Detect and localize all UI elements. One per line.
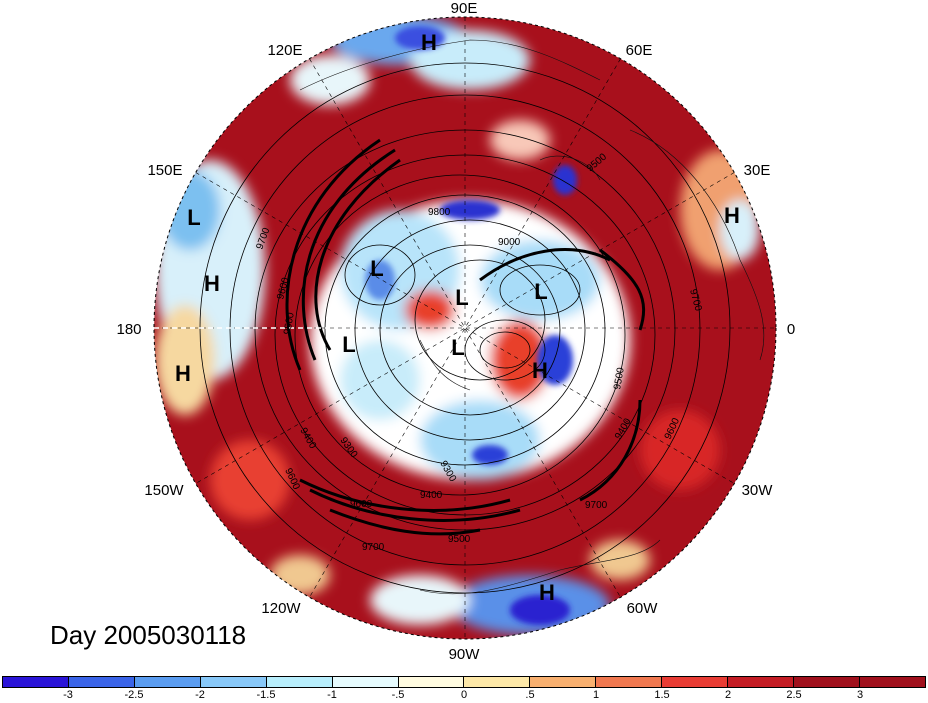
jet-contours [285, 138, 646, 536]
contour-label: 9700 [362, 542, 385, 553]
contour-label: 9800 [428, 207, 451, 218]
colorbar [2, 676, 926, 688]
contour-label: 9700 [585, 500, 608, 511]
low-center-marker: L [451, 335, 464, 360]
colorbar-tick-label: 1 [592, 689, 600, 701]
low-center-marker: L [534, 279, 547, 304]
contour-label: 9400 [420, 490, 443, 501]
high-center-marker: H [204, 271, 220, 296]
colorbar-segment [266, 677, 333, 687]
contour-label: 9500 [282, 311, 297, 335]
anomaly-field [154, 17, 776, 639]
colorbar-segment [859, 677, 925, 687]
colorbar-tick-label: 0 [460, 689, 468, 701]
high-center-marker: H [421, 30, 437, 55]
colorbar-tick-labels: -3 -2.5 -2 -1.5 -1 -.5 0 .5 1 1.5 2 2.5 3 [0, 689, 928, 703]
colorbar-segment [530, 677, 597, 687]
high-center-marker: H [532, 358, 548, 383]
colorbar-segment [68, 677, 135, 687]
low-center-marker: L [342, 332, 355, 357]
colorbar-tick-label: -2 [195, 689, 205, 701]
colorbar-segment [200, 677, 267, 687]
lon-label-150e: 150E [147, 162, 182, 179]
colorbar-tick-label: -1 [327, 689, 337, 701]
low-center-marker: L [187, 205, 200, 230]
lon-label-90w: 90W [449, 646, 481, 663]
globe-border [153, 16, 777, 640]
lon-label-0: 0 [787, 321, 795, 338]
colorbar-tick-label: 2 [724, 689, 732, 701]
contour-label: 9600 [350, 499, 373, 510]
colorbar-segment [332, 677, 399, 687]
lon-label-60w: 60W [627, 600, 659, 617]
high-center-marker: H [724, 203, 740, 228]
colorbar-tick-label: .5 [525, 689, 535, 701]
low-center-marker: L [455, 285, 468, 310]
colorbar-segment [596, 677, 663, 687]
contour-label: 9500 [448, 534, 471, 545]
colorbar-tick-label: 3 [856, 689, 864, 701]
colorbar-segment [662, 677, 729, 687]
lon-label-30e: 30E [744, 162, 771, 179]
high-center-marker: H [175, 361, 191, 386]
lon-label-180: 180 [116, 321, 141, 338]
lon-label-120w: 120W [261, 600, 301, 617]
colorbar-segment [3, 677, 69, 687]
colorbar-segment [464, 677, 531, 687]
colorbar-segment [134, 677, 201, 687]
colorbar-segment [794, 677, 860, 687]
lon-label-150w: 150W [144, 482, 184, 499]
colorbar-tick-label: -1.5 [256, 689, 276, 701]
contour-label: 9500 [612, 366, 627, 390]
lon-label-30w: 30W [742, 482, 774, 499]
colorbar-tick-label: -.5 [391, 689, 405, 701]
colorbar-tick-label: -2.5 [124, 689, 144, 701]
lon-label-60e: 60E [626, 42, 653, 59]
colorbar-segment [398, 677, 465, 687]
colorbar-tick-label: -3 [63, 689, 73, 701]
date-label: Day 2005030118 [50, 620, 247, 650]
colorbar-tick-label: 2.5 [786, 689, 802, 701]
contour-label: 9000 [498, 237, 521, 248]
colorbar-segment [728, 677, 795, 687]
high-center-marker: H [539, 580, 555, 605]
colorbar-tick-label: 1.5 [654, 689, 670, 701]
lon-label-120e: 120E [267, 42, 302, 59]
lon-label-90e: 90E [451, 0, 478, 17]
low-center-marker: L [370, 256, 383, 281]
